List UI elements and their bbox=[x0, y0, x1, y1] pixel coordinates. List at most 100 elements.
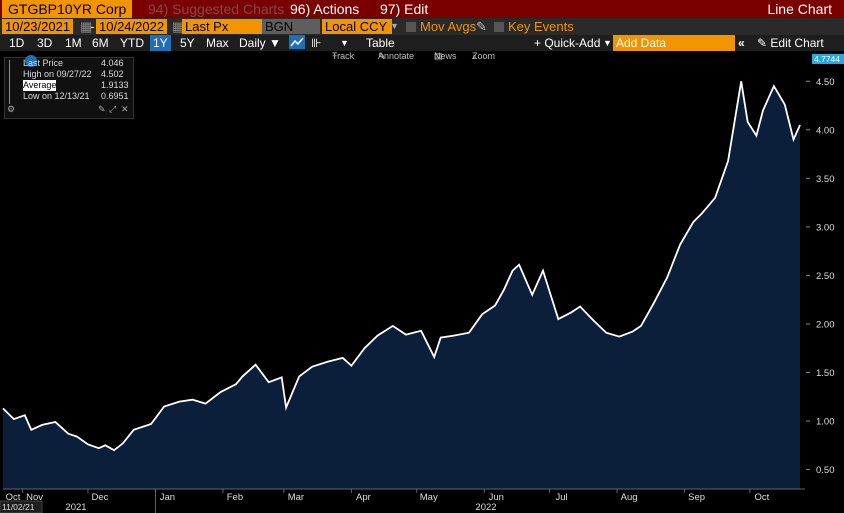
x-month-label: Mar bbox=[288, 492, 304, 503]
x-axis: Oct Nov Dec Jan Feb Mar Apr May Jun Jul Aug Sep Oct 2… bbox=[6, 489, 770, 513]
checkbox-icon[interactable] bbox=[494, 22, 504, 32]
period-selector[interactable]: Daily ▼ bbox=[239, 35, 281, 51]
magnifier-icon: ⌕ bbox=[472, 51, 478, 61]
y-tick-label: 4.50 bbox=[816, 77, 835, 88]
currency-selector[interactable]: Local CCY bbox=[322, 19, 392, 34]
range-1m-button[interactable]: 1M bbox=[65, 36, 82, 50]
date-separator: - bbox=[90, 19, 95, 34]
crosshair-icon: + bbox=[332, 51, 338, 61]
legend-last-value: 4.046 bbox=[101, 58, 124, 68]
collapse-icon[interactable]: « bbox=[738, 36, 745, 50]
line-chart-icon[interactable] bbox=[289, 35, 305, 51]
mov-avgs-label: Mov Avgs bbox=[420, 19, 477, 34]
legend-avg-label: Average bbox=[23, 80, 57, 91]
y-tick-label: 4.00 bbox=[816, 125, 835, 136]
cursor-date-bg bbox=[0, 500, 43, 513]
y-tick-label: 2.00 bbox=[816, 319, 835, 330]
x-month-label: Nov bbox=[26, 492, 43, 503]
actions-menu[interactable]: 96) Actions bbox=[290, 1, 360, 17]
legend-low-value: 0.6951 bbox=[101, 91, 129, 101]
bar-chart-icon[interactable]: ⊪ bbox=[311, 36, 322, 50]
chevron-down-icon[interactable]: ▼ bbox=[390, 21, 399, 31]
legend-high-label: High on 09/27/22 bbox=[23, 69, 92, 79]
pencil-icon: ✎ bbox=[378, 51, 386, 61]
calendar-icon[interactable]: ▦ bbox=[80, 19, 93, 34]
y-axis: 0.50 1.00 1.50 2.00 2.50 3.00 3.50 4.00 4.50 bbox=[806, 77, 835, 476]
last-price-tag-label: 4.7744 bbox=[814, 54, 840, 64]
checkbox-icon[interactable] bbox=[406, 22, 416, 32]
x-year-label: 2022 bbox=[475, 502, 496, 513]
x-month-label: Jan bbox=[160, 492, 175, 503]
pencil-icon[interactable]: ✎ bbox=[476, 19, 487, 34]
y-tick-label: 2.50 bbox=[816, 271, 835, 282]
annotate-label: Annotate bbox=[378, 51, 415, 61]
range-3d-button[interactable]: 3D bbox=[37, 36, 53, 50]
y-tick-label: 1.50 bbox=[816, 368, 835, 379]
y-tick-label: 1.00 bbox=[816, 417, 835, 428]
x-month-label: Jul bbox=[555, 492, 567, 503]
y-tick-label: 3.50 bbox=[816, 174, 835, 185]
toolbar: 1D 3D 1M 6M YTD 1Y 5Y Max Daily ▼ ⊪ ▼ Ta… bbox=[0, 35, 844, 51]
cursor-date-label: 11/02/21 bbox=[2, 502, 35, 512]
x-month-label: Dec bbox=[91, 492, 108, 503]
function-title: Line Chart bbox=[767, 1, 832, 17]
last-price-tag: 4.7744 bbox=[812, 54, 844, 64]
price-line bbox=[2, 81, 801, 452]
key-events-toggle[interactable]: Key Events bbox=[494, 19, 574, 34]
edit-chart-button[interactable]: ✎ Edit Chart bbox=[757, 35, 824, 51]
x-month-label: Apr bbox=[356, 492, 371, 503]
end-date-field[interactable]: 10/24/2022 bbox=[96, 19, 168, 34]
range-6m-button[interactable]: 6M bbox=[92, 36, 109, 50]
add-data-input[interactable]: Add Data bbox=[613, 35, 735, 51]
news-label: News bbox=[434, 51, 457, 61]
legend-high-value: 4.502 bbox=[101, 69, 124, 79]
field-selector[interactable]: Last Px bbox=[182, 19, 264, 34]
range-5y-button[interactable]: 5Y bbox=[180, 36, 195, 50]
y-tick-label: 3.00 bbox=[816, 222, 835, 233]
pencil-icon: ✎ bbox=[757, 36, 768, 50]
quick-add-button[interactable]: + Quick-Add bbox=[534, 36, 601, 50]
suggested-charts-menu[interactable]: 94) Suggested Charts bbox=[148, 1, 285, 17]
y-tick-label: 0.50 bbox=[816, 465, 835, 476]
caret-down-icon: ▼ bbox=[269, 36, 281, 50]
parameter-bar: 10/23/2021 ▦ - 10/24/2022 ▦ Last Px BGN … bbox=[0, 18, 844, 35]
chevron-down-icon[interactable]: ▼ bbox=[603, 38, 612, 48]
area-fill bbox=[3, 81, 800, 490]
legend-last-label: Last Price bbox=[23, 58, 64, 68]
gear-icon[interactable]: ⚙ bbox=[7, 104, 16, 114]
cursor-icon[interactable] bbox=[25, 55, 37, 67]
legend-avg-value: 1.9133 bbox=[101, 80, 129, 90]
security-ticker[interactable]: GTGBP10YR Corp bbox=[2, 0, 133, 18]
x-month-label: Jun bbox=[489, 492, 504, 503]
expand-icon[interactable]: ⤢ bbox=[109, 104, 117, 114]
calendar-icon[interactable]: ▦ bbox=[172, 19, 185, 34]
chevron-down-icon[interactable]: ▼ bbox=[340, 38, 349, 48]
cursor-date-box: 11/02/21 bbox=[0, 500, 43, 513]
news-icon: ▤ bbox=[434, 51, 443, 61]
range-max-button[interactable]: Max bbox=[206, 36, 229, 50]
x-month-label: Feb bbox=[227, 492, 243, 503]
key-events-label: Key Events bbox=[508, 19, 574, 34]
period-label: Daily bbox=[239, 36, 266, 50]
price-chart[interactable]: 0.50 1.00 1.50 2.00 2.50 3.00 3.50 4.00 4.50 Oct… bbox=[0, 51, 844, 513]
x-month-label: Aug bbox=[621, 492, 638, 503]
pencil-icon[interactable]: ✎ bbox=[98, 104, 106, 114]
track-label: Track bbox=[332, 51, 355, 61]
x-month-label: Oct bbox=[6, 492, 21, 503]
close-icon[interactable]: ✕ bbox=[121, 104, 129, 114]
start-date-field[interactable]: 10/23/2021 bbox=[2, 19, 74, 34]
table-button[interactable]: Table bbox=[366, 36, 395, 50]
last-price-tag-box bbox=[812, 54, 844, 64]
range-ytd-button[interactable]: YTD bbox=[120, 36, 144, 50]
legend-bracket bbox=[9, 60, 20, 104]
edit-menu[interactable]: 97) Edit bbox=[380, 1, 429, 17]
range-1y-button[interactable]: 1Y bbox=[150, 35, 171, 51]
legend-panel[interactable]: Last Price 4.046 High on 09/27/22 4.502 … bbox=[4, 55, 134, 119]
zoom-label: Zoom bbox=[472, 51, 496, 61]
mov-avgs-toggle[interactable]: Mov Avgs bbox=[406, 19, 476, 34]
chart-tools: + Track ✎ Annotate ▤ News ⌕ Zoom bbox=[332, 51, 510, 63]
source-selector[interactable]: BGN bbox=[262, 19, 320, 34]
range-1d-button[interactable]: 1D bbox=[9, 36, 25, 50]
legend-low-label: Low on 12/13/21 bbox=[23, 91, 90, 101]
edit-chart-label: Edit Chart bbox=[770, 36, 824, 50]
